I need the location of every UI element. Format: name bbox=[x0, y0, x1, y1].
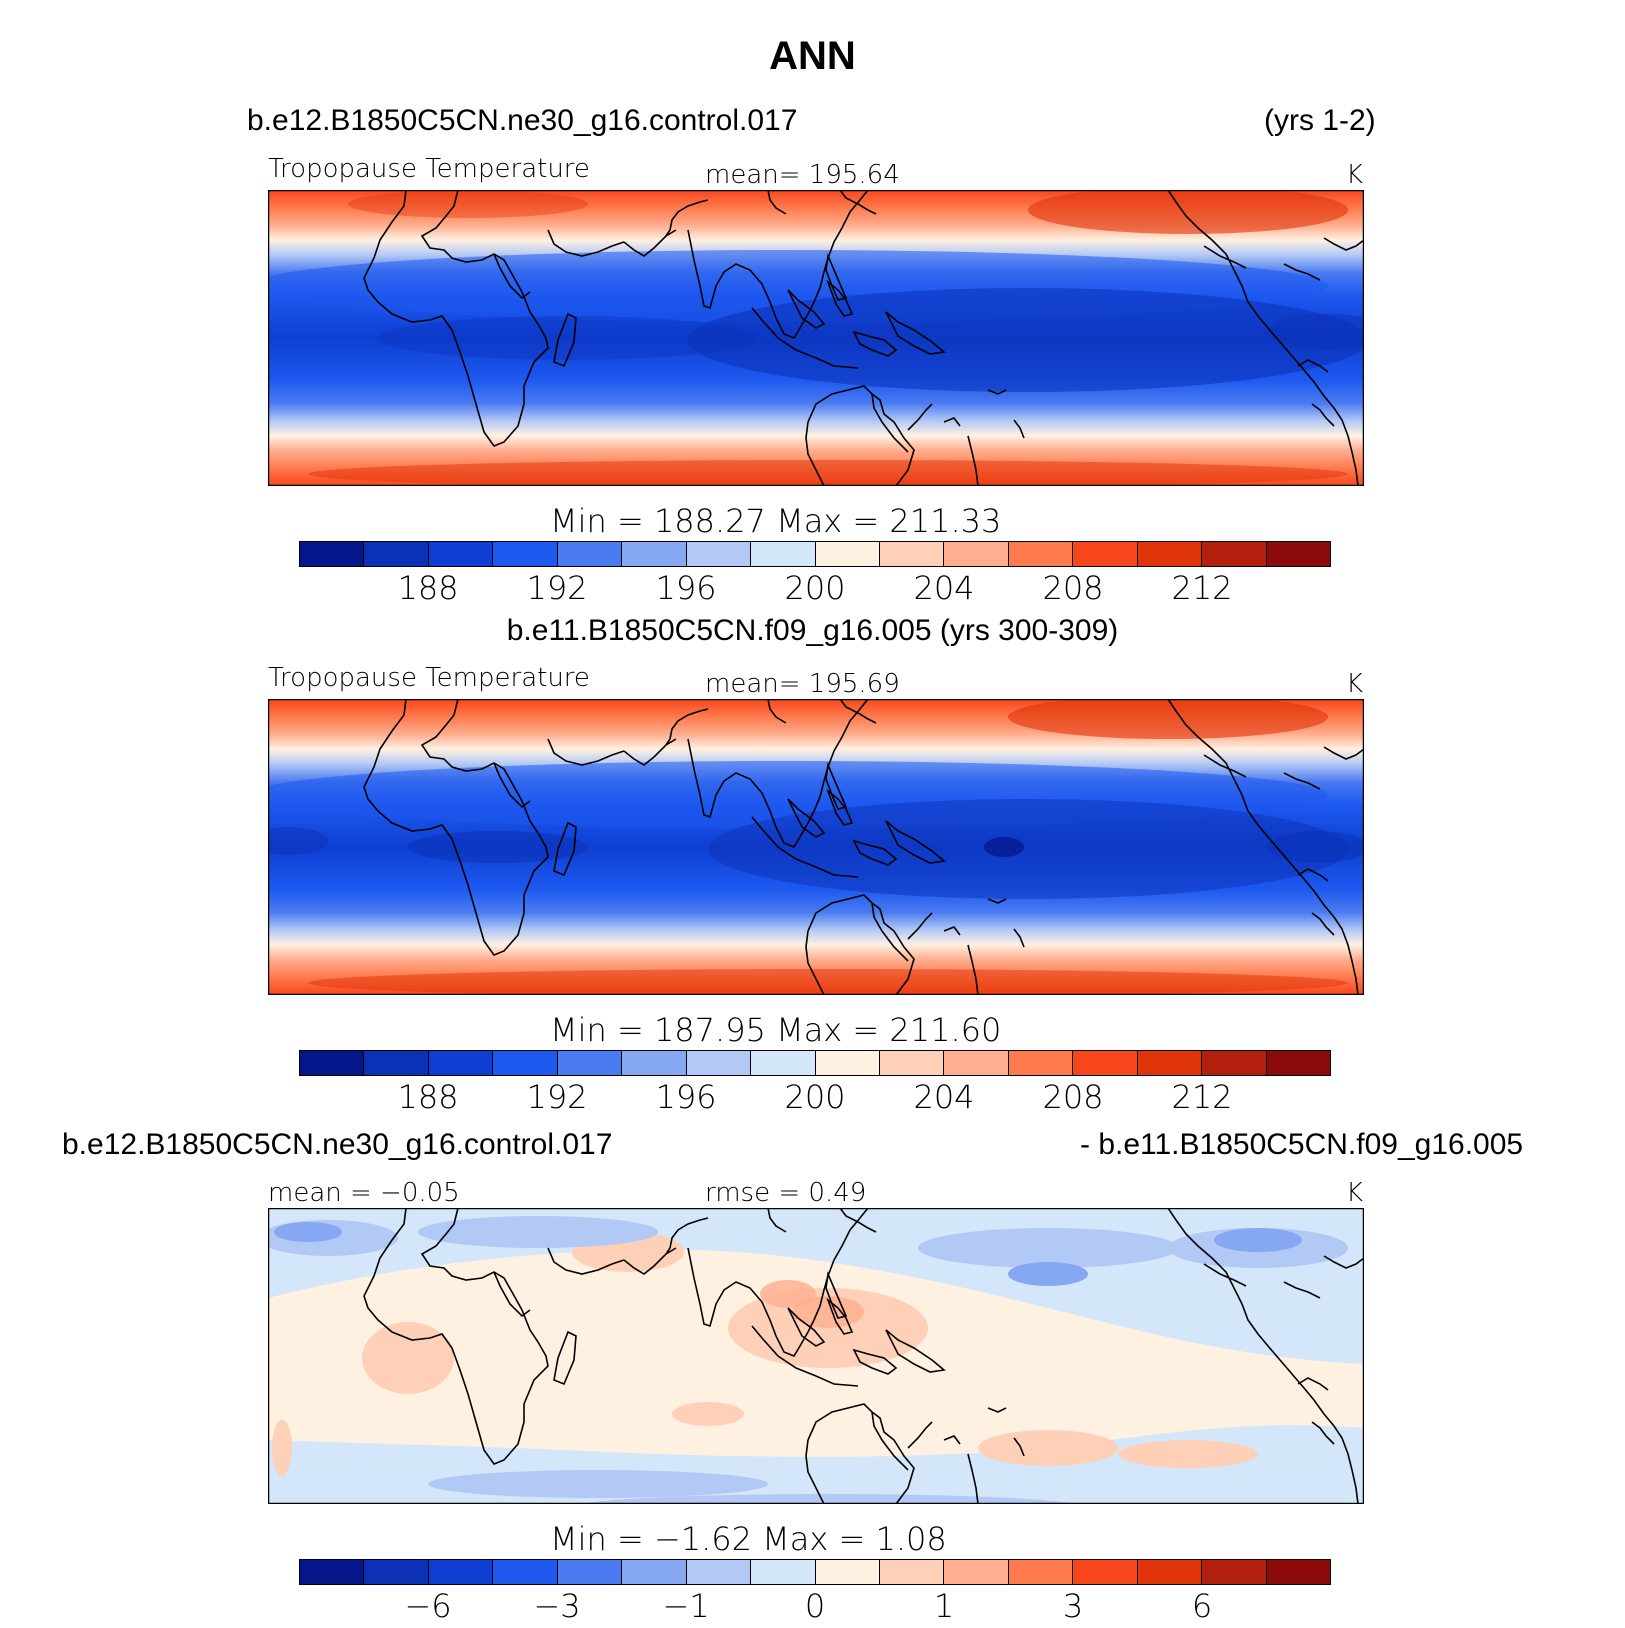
panel3-tick: −6 bbox=[404, 1587, 452, 1625]
panel1-field-label: Tropopause Temperature bbox=[268, 154, 590, 184]
panel1-tick: 200 bbox=[784, 569, 846, 607]
main-title: ANN bbox=[769, 34, 856, 78]
panel2-map bbox=[248, 695, 1368, 997]
panel2-units: K bbox=[1346, 669, 1364, 699]
panel1-tick: 192 bbox=[526, 569, 588, 607]
panel1-tick: 188 bbox=[397, 569, 459, 607]
panel2-case-title: b.e11.B1850C5CN.f09_g16.005 (yrs 300-309… bbox=[506, 614, 1119, 647]
panel3-colorbar bbox=[299, 1559, 1331, 1585]
panel3-case-a: b.e12.B1850C5CN.ne30_g16.control.017 bbox=[62, 1128, 613, 1161]
panel3-tick: 1 bbox=[933, 1587, 955, 1625]
panel2-contour-plot bbox=[248, 695, 1368, 997]
panel1-minmax: Min = 188.27 Max = 211.33 bbox=[550, 502, 1002, 540]
panel1-tick: 196 bbox=[655, 569, 717, 607]
panel3-case-b: - b.e11.B1850C5CN.f09_g16.005 bbox=[1080, 1128, 1524, 1161]
panel1-tick: 204 bbox=[913, 569, 975, 607]
panel3-minmax: Min = −1.62 Max = 1.08 bbox=[550, 1520, 947, 1558]
panel2-minmax: Min = 187.95 Max = 211.60 bbox=[550, 1011, 1002, 1049]
panel1-mean-label: mean= 195.64 bbox=[705, 160, 900, 190]
panel2-mean-label: mean= 195.69 bbox=[705, 669, 900, 699]
panel1-colorbar bbox=[299, 541, 1331, 567]
panel3-tick: 3 bbox=[1062, 1587, 1084, 1625]
panel1-tick: 208 bbox=[1042, 569, 1104, 607]
panel2-tick: 208 bbox=[1042, 1078, 1104, 1116]
panel1-contour-plot bbox=[248, 186, 1388, 488]
panel3-tick: 0 bbox=[804, 1587, 826, 1625]
panel3-contour-plot bbox=[258, 1207, 1365, 1522]
panel2-field-label: Tropopause Temperature bbox=[268, 663, 590, 693]
panel3-map bbox=[258, 1207, 1365, 1522]
panel1-map bbox=[248, 186, 1388, 488]
panel3-tick: −1 bbox=[662, 1587, 710, 1625]
panel1-tick: 212 bbox=[1171, 569, 1233, 607]
panel1-years: (yrs 1-2) bbox=[1264, 104, 1376, 137]
panel2-tick: 192 bbox=[526, 1078, 588, 1116]
panel2-tick: 200 bbox=[784, 1078, 846, 1116]
panel1-case-title: b.e12.B1850C5CN.ne30_g16.control.017 bbox=[247, 104, 798, 137]
panel3-tick: −3 bbox=[533, 1587, 581, 1625]
panel3-units: K bbox=[1346, 1178, 1364, 1208]
panel2-tick: 196 bbox=[655, 1078, 717, 1116]
panel2-tick: 204 bbox=[913, 1078, 975, 1116]
panel3-mean-label: mean = −0.05 bbox=[268, 1178, 460, 1208]
panel2-tick: 212 bbox=[1171, 1078, 1233, 1116]
panel2-tick: 188 bbox=[397, 1078, 459, 1116]
panel3-rmse-label: rmse = 0.49 bbox=[705, 1178, 867, 1208]
panel3-tick: 6 bbox=[1191, 1587, 1213, 1625]
panel1-units: K bbox=[1346, 160, 1364, 190]
panel2-colorbar bbox=[299, 1050, 1331, 1076]
